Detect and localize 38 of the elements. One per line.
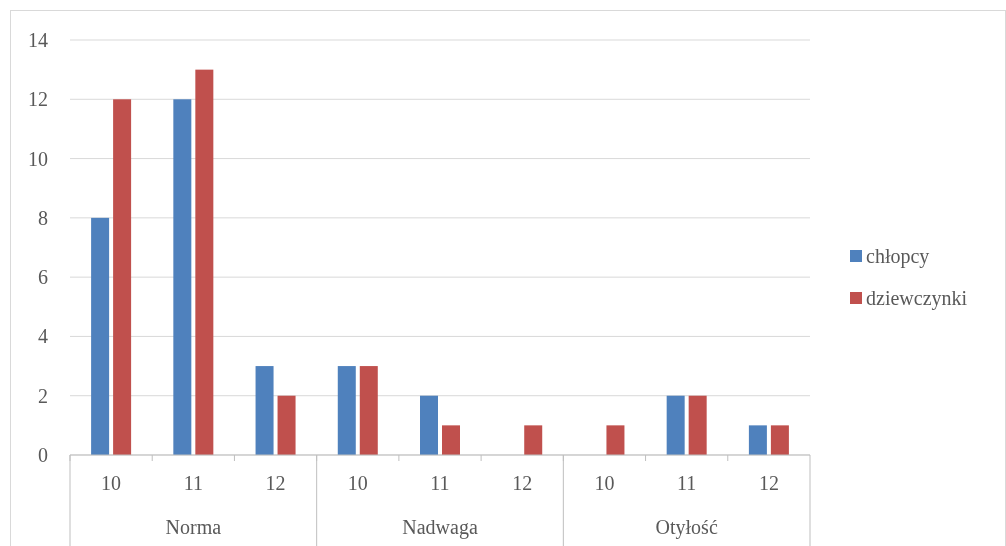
bar <box>524 425 543 455</box>
x-tick-label: 12 <box>512 472 533 494</box>
y-tick-label: 0 <box>38 444 48 466</box>
y-tick-label: 12 <box>28 88 48 111</box>
legend-label: chłopcy <box>866 245 930 268</box>
x-tick-label: 10 <box>101 472 122 494</box>
bar <box>277 395 296 455</box>
bar <box>442 425 460 455</box>
x-tick-label: 12 <box>265 472 286 494</box>
y-tick-label: 2 <box>38 384 48 407</box>
bar <box>748 425 767 455</box>
y-tick-label: 8 <box>38 206 48 229</box>
bar <box>666 395 685 455</box>
x-tick-label: 11 <box>183 472 203 494</box>
text: Otyłość <box>655 516 718 539</box>
x-tick-label: 11 <box>430 472 450 494</box>
bar <box>255 366 274 455</box>
text: Norma <box>165 516 222 538</box>
x-tick-label: 11 <box>677 472 697 494</box>
bar <box>420 395 438 455</box>
bar <box>606 425 625 455</box>
bar <box>359 366 378 455</box>
bar <box>173 99 192 455</box>
y-tick-label: 4 <box>38 325 48 348</box>
bar <box>113 99 132 455</box>
bar <box>195 69 214 455</box>
x-tick-label: 12 <box>758 472 779 494</box>
legend-label: dziewczynki <box>866 287 968 310</box>
y-tick-label: 10 <box>28 147 48 170</box>
y-tick-label: 6 <box>38 266 48 289</box>
bar <box>337 366 356 455</box>
text: Nadwaga <box>402 516 478 539</box>
y-tick-label: 14 <box>28 29 48 51</box>
x-tick-label: 10 <box>347 472 368 494</box>
bar <box>770 425 789 455</box>
bar <box>91 217 110 455</box>
x-tick-label: 10 <box>594 472 615 494</box>
bar <box>688 395 707 455</box>
